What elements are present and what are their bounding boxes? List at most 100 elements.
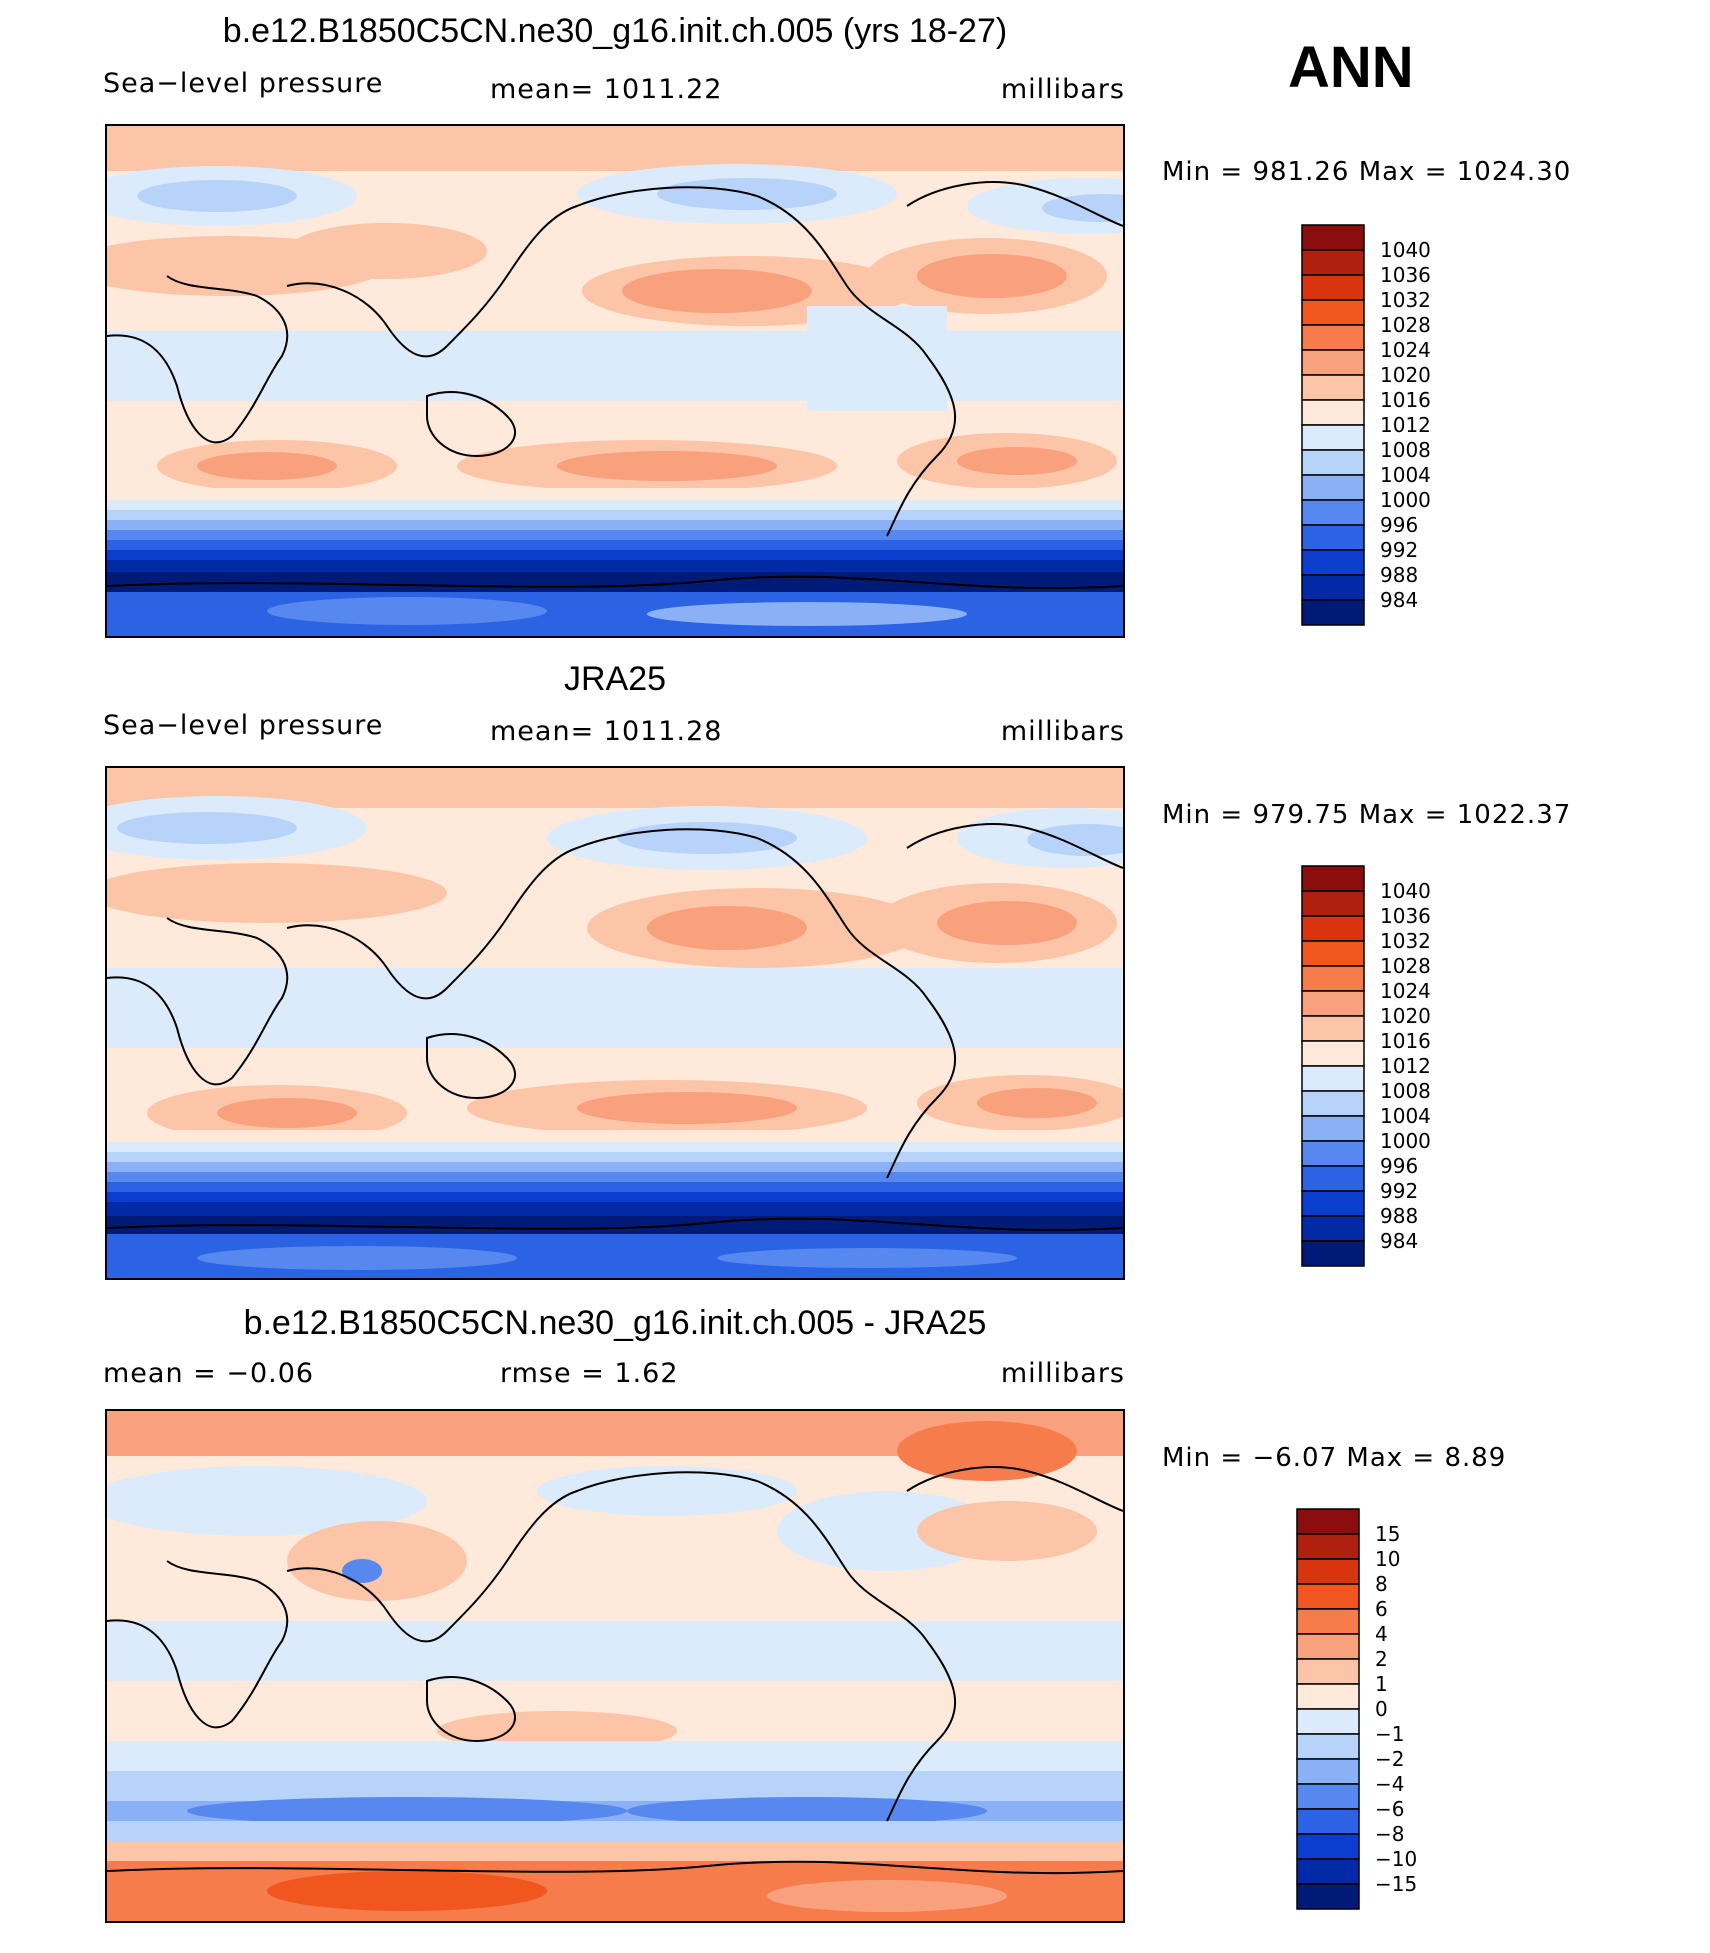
colorbar-swatch <box>1301 940 1365 967</box>
colorbar-tick-label: 1016 <box>1380 1029 1431 1053</box>
colorbar-swatch <box>1296 1883 1360 1910</box>
colorbar-swatch <box>1296 1633 1360 1660</box>
colorbar-tick-label: 984 <box>1380 588 1418 612</box>
panel-1-colorbar: 1040 1036 1032 1028 1024 1020 1016 1012 1008 1004… <box>1300 223 1520 638</box>
panel-1-title: b.e12.B1850C5CN.ne30_g16.init.ch.005 (yr… <box>222 12 1008 50</box>
colorbar-tick-label: 992 <box>1380 1179 1418 1203</box>
colorbar-swatch <box>1301 990 1365 1017</box>
colorbar-tick-label: 2 <box>1375 1647 1388 1671</box>
colorbar-tick-label: 1000 <box>1380 488 1431 512</box>
colorbar-tick-label: −6 <box>1375 1797 1404 1821</box>
colorbar-tick-label: 1012 <box>1380 413 1431 437</box>
colorbar-tick-label: 1008 <box>1380 1079 1431 1103</box>
colorbar-swatch <box>1301 324 1365 351</box>
panel-2-map <box>105 766 1125 1280</box>
panel-3-minmax-label: Min = −6.07 Max = 8.89 <box>1162 1443 1507 1473</box>
colorbar-tick-label: 996 <box>1380 1154 1418 1178</box>
colorbar-swatch <box>1301 865 1365 892</box>
colorbar-tick-label: −2 <box>1375 1747 1404 1771</box>
colorbar-tick-label: 1024 <box>1380 979 1431 1003</box>
colorbar-swatch <box>1301 449 1365 476</box>
colorbar-swatch <box>1296 1733 1360 1760</box>
colorbar-swatch <box>1301 1090 1365 1117</box>
panel-1-mean-label: mean= 1011.22 <box>490 74 723 105</box>
colorbar-swatch <box>1301 299 1365 326</box>
colorbar-swatch <box>1296 1658 1360 1685</box>
colorbar-tick-label: −1 <box>1375 1722 1404 1746</box>
colorbar-tick-label: 1024 <box>1380 338 1431 362</box>
panel-3-title: b.e12.B1850C5CN.ne30_g16.init.ch.005 - J… <box>243 1304 987 1342</box>
colorbar-tick-label: 10 <box>1375 1547 1400 1571</box>
colorbar-tick-label: −8 <box>1375 1822 1404 1846</box>
colorbar-swatch <box>1301 249 1365 276</box>
colorbar-tick-label: 988 <box>1380 563 1418 587</box>
colorbar-tick-label: −15 <box>1375 1872 1417 1896</box>
colorbar-swatch <box>1301 1015 1365 1042</box>
colorbar-swatch <box>1296 1608 1360 1635</box>
colorbar-tick-label: 1004 <box>1380 1104 1431 1128</box>
colorbar-tick-label: 1008 <box>1380 438 1431 462</box>
colorbar-swatch <box>1296 1808 1360 1835</box>
panel-1-coastlines <box>107 181 1123 590</box>
colorbar-tick-label: −4 <box>1375 1772 1404 1796</box>
colorbar-swatch <box>1301 1140 1365 1167</box>
colorbar-swatch <box>1296 1508 1360 1535</box>
colorbar-tick-label: 996 <box>1380 513 1418 537</box>
colorbar-swatch <box>1301 349 1365 376</box>
colorbar-swatch <box>1301 1240 1365 1267</box>
panel-1-minmax-label: Min = 981.26 Max = 1024.30 <box>1162 157 1572 187</box>
colorbar-tick-label: 0 <box>1375 1697 1388 1721</box>
colorbar-tick-label: 1020 <box>1380 1004 1431 1028</box>
colorbar-swatch <box>1301 1215 1365 1242</box>
colorbar-swatch <box>1301 1065 1365 1092</box>
panel-2-colorbar: 1040 1036 1032 1028 1024 1020 1016 1012 1008 1004… <box>1300 864 1520 1279</box>
colorbar-tick-label: 6 <box>1375 1597 1388 1621</box>
panel-3-map <box>105 1409 1125 1923</box>
colorbar-swatch <box>1296 1758 1360 1785</box>
colorbar-tick-label: 1012 <box>1380 1054 1431 1078</box>
colorbar-tick-label: 1036 <box>1380 904 1431 928</box>
colorbar-swatch <box>1296 1533 1360 1560</box>
colorbar-swatch <box>1301 574 1365 601</box>
colorbar-tick-label: 1000 <box>1380 1129 1431 1153</box>
colorbar-tick-label: 1 <box>1375 1672 1388 1696</box>
colorbar-tick-label: 4 <box>1375 1622 1388 1646</box>
colorbar-swatch <box>1296 1583 1360 1610</box>
panel-3-mean-label: mean = −0.06 <box>103 1358 315 1389</box>
colorbar-tick-label: 1040 <box>1380 879 1431 903</box>
colorbar-tick-label: 8 <box>1375 1572 1388 1596</box>
panel-3-coastlines <box>107 1466 1123 1875</box>
colorbar-swatch <box>1296 1683 1360 1710</box>
colorbar-tick-label: 1020 <box>1380 363 1431 387</box>
colorbar-swatch <box>1301 274 1365 301</box>
panel-3-colorbar: 15 10 8 6 4 2 1 0 −1 −2 −4 −6 −8 −10 −15 <box>1295 1507 1515 1922</box>
colorbar-tick-label: 1036 <box>1380 263 1431 287</box>
panel-3-rmse-label: rmse = 1.62 <box>500 1358 679 1389</box>
panel-2-colorbar-svg: 1040103610321028102410201016101210081004… <box>1301 865 1431 1267</box>
colorbar-swatch <box>1301 374 1365 401</box>
colorbar-swatch <box>1296 1558 1360 1585</box>
colorbar-tick-label: 1016 <box>1380 388 1431 412</box>
colorbar-swatch <box>1301 549 1365 576</box>
colorbar-swatch <box>1301 890 1365 917</box>
colorbar-swatch <box>1301 474 1365 501</box>
colorbar-swatch <box>1296 1708 1360 1735</box>
season-label: ANN <box>1288 35 1414 100</box>
panel-2-variable-label: Sea−level pressure <box>103 710 384 741</box>
panel-1-colorbar-svg: 1040103610321028102410201016101210081004… <box>1301 224 1431 626</box>
colorbar-swatch <box>1301 399 1365 426</box>
colorbar-swatch <box>1296 1833 1360 1860</box>
colorbar-swatch <box>1301 524 1365 551</box>
colorbar-tick-label: 992 <box>1380 538 1418 562</box>
colorbar-swatch <box>1301 499 1365 526</box>
colorbar-tick-label: 15 <box>1375 1522 1400 1546</box>
colorbar-swatch <box>1301 224 1365 251</box>
colorbar-tick-label: 984 <box>1380 1229 1418 1253</box>
panel-3-units-label: millibars <box>1000 1358 1125 1389</box>
colorbar-swatch <box>1301 965 1365 992</box>
colorbar-swatch <box>1296 1858 1360 1885</box>
panel-2-title: JRA25 <box>563 660 667 698</box>
colorbar-tick-label: 988 <box>1380 1204 1418 1228</box>
panel-2-mean-label: mean= 1011.28 <box>490 716 723 747</box>
colorbar-swatch <box>1301 1190 1365 1217</box>
